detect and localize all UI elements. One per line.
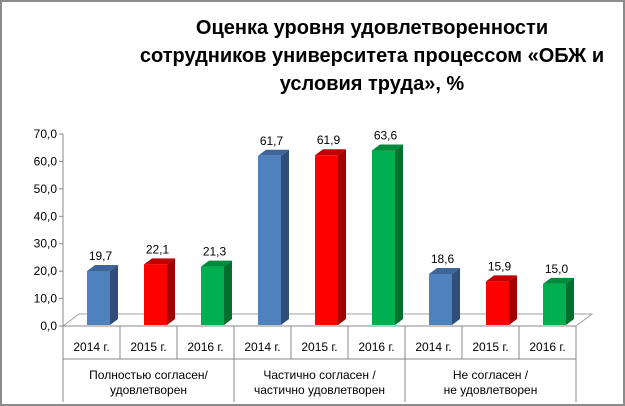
data-label: 21,3 <box>203 245 227 259</box>
y-tick-label: 20,0 <box>34 264 58 278</box>
bar-side <box>338 149 346 325</box>
bar-side <box>395 144 403 325</box>
bar-side <box>281 149 289 325</box>
group-label-line: удовлетворен <box>110 383 187 397</box>
year-label: 2016 г. <box>529 340 565 354</box>
year-label: 2015 г. <box>472 340 508 354</box>
y-tick-label: 0,0 <box>40 319 57 333</box>
data-label: 61,7 <box>260 134 284 148</box>
bar <box>201 266 224 325</box>
y-tick-label: 60,0 <box>34 154 58 168</box>
bar <box>372 150 395 325</box>
data-label: 63,6 <box>374 129 398 143</box>
bar <box>486 281 509 325</box>
bar-top <box>87 264 118 271</box>
year-label: 2015 г. <box>301 340 337 354</box>
data-label: 18,6 <box>431 252 455 266</box>
bar-top <box>144 258 175 265</box>
title-line: условия труда», % <box>279 73 465 95</box>
bar-top <box>543 277 574 284</box>
bar-top <box>315 149 346 156</box>
year-label: 2016 г. <box>187 340 223 354</box>
y-tick-label: 10,0 <box>34 292 58 306</box>
data-label: 19,7 <box>89 249 113 263</box>
title-line: Оценка уровня удовлетворенности <box>195 17 549 39</box>
group-label-line: Полностью согласен/ <box>89 368 208 382</box>
year-label: 2014 г. <box>73 340 109 354</box>
year-label: 2016 г. <box>358 340 394 354</box>
bar <box>543 283 566 325</box>
bar-top <box>372 144 403 151</box>
chart-title: Оценка уровня удовлетворенности сотрудни… <box>132 14 612 98</box>
year-label: 2014 г. <box>244 340 280 354</box>
bar-side <box>167 258 175 325</box>
bar <box>258 155 281 325</box>
bar-top <box>486 275 517 282</box>
y-tick-label: 50,0 <box>34 182 58 196</box>
bar-side <box>452 267 460 325</box>
bar-side <box>110 264 118 325</box>
bar <box>144 264 167 325</box>
group-label-line: не удовлетворен <box>444 383 538 397</box>
bar <box>87 270 110 325</box>
y-tick-label: 30,0 <box>34 237 58 251</box>
group-label-line: Не согласен / <box>453 368 529 382</box>
bar-top <box>429 267 460 274</box>
data-label: 15,0 <box>545 262 569 276</box>
data-label: 15,9 <box>488 259 512 273</box>
y-tick-label: 70,0 <box>34 127 58 141</box>
bar-top <box>258 149 289 156</box>
bar-side <box>224 260 232 325</box>
bar <box>315 155 338 325</box>
group-label-line: частично удовлетворен <box>254 383 385 397</box>
data-label: 61,9 <box>317 133 341 147</box>
year-label: 2015 г. <box>130 340 166 354</box>
year-label: 2014 г. <box>415 340 451 354</box>
group-label-line: Частично согласен / <box>263 368 376 382</box>
data-label: 22,1 <box>146 242 170 256</box>
bar-top <box>201 260 232 267</box>
title-line: сотрудников университета процессом «ОБЖ … <box>139 45 605 67</box>
bar-side <box>566 277 574 325</box>
bar <box>429 273 452 325</box>
y-tick-label: 40,0 <box>34 209 58 223</box>
bar-side <box>509 275 517 325</box>
